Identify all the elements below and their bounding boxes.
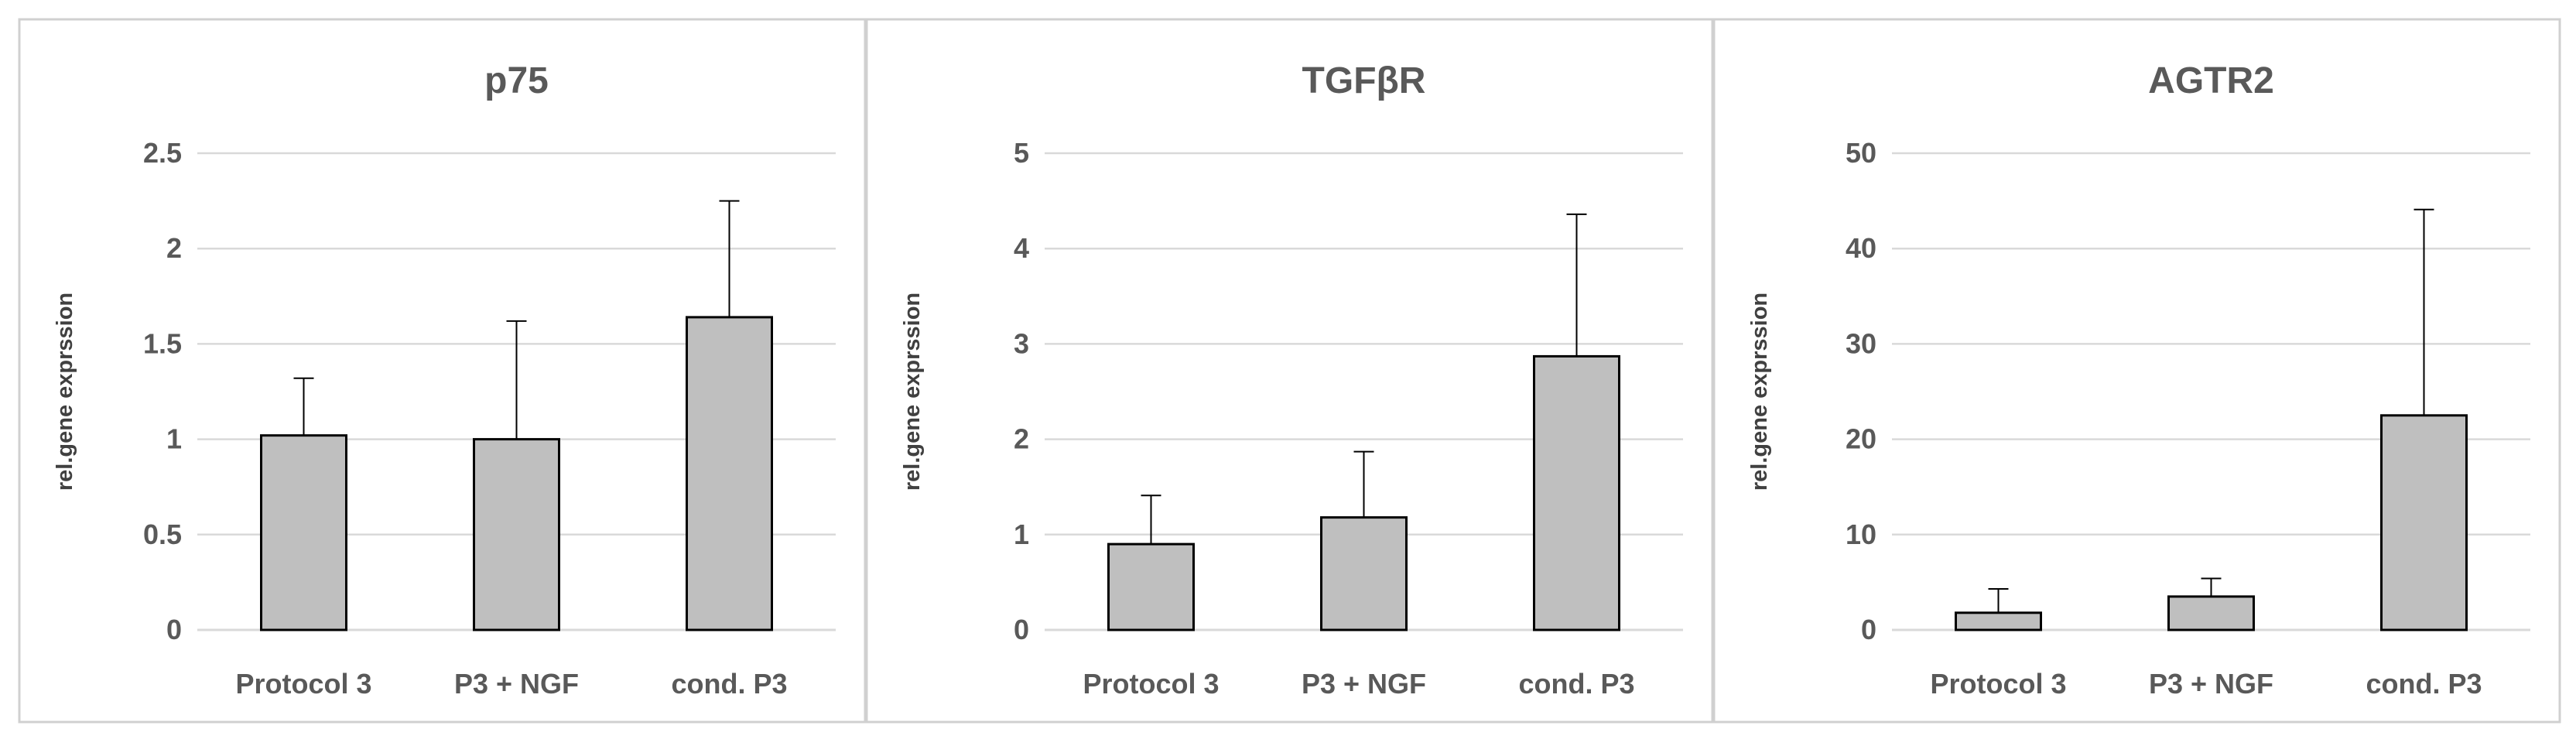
bar[interactable] xyxy=(2380,414,2468,631)
y-tick-label: 4 xyxy=(1014,232,1029,264)
x-tick-label: Protocol 3 xyxy=(235,668,371,700)
chart-panel-2: TGFβR 0 1 2 3 4 5 rel.gene exprssion Protocol 3 P… xyxy=(865,18,1714,724)
y-tick-label: 2 xyxy=(1014,423,1029,455)
bar[interactable] xyxy=(1320,516,1408,631)
x-tick-label: cond. P3 xyxy=(671,668,787,700)
y-tick-label: 50 xyxy=(1846,137,1876,169)
bar[interactable] xyxy=(1107,542,1195,631)
y-tick-label: 0 xyxy=(166,614,182,645)
chart-title: AGTR2 xyxy=(2148,60,2274,101)
y-tick-label: 1 xyxy=(1014,518,1029,550)
x-tick-label: P3 + NGF xyxy=(2149,668,2273,700)
bar[interactable] xyxy=(686,316,773,631)
x-tick-label: Protocol 3 xyxy=(1083,668,1219,700)
y-axis-title: rel.gene exprssion xyxy=(1747,293,1772,491)
y-tick-label: 40 xyxy=(1846,232,1876,264)
chart-panel-3: AGTR2 0 10 20 30 40 50 rel.gene exprssion Protoc… xyxy=(1712,18,2561,724)
y-tick-label: 0 xyxy=(1014,614,1029,645)
y-tick-label: 2 xyxy=(166,232,182,264)
bar[interactable] xyxy=(1533,354,1620,631)
x-tick-label: cond. P3 xyxy=(1518,668,1634,700)
y-tick-label: 20 xyxy=(1846,423,1876,455)
y-tick-label: 10 xyxy=(1846,518,1876,550)
chart-title: p75 xyxy=(484,60,549,101)
bar[interactable] xyxy=(473,438,560,631)
y-axis-title: rel.gene exprssion xyxy=(900,293,925,491)
y-axis-title: rel.gene exprssion xyxy=(53,293,77,491)
y-tick-label: 0 xyxy=(1861,614,1876,645)
bar[interactable] xyxy=(1955,611,2042,631)
y-tick-label: 3 xyxy=(1014,327,1029,359)
chart-panel-1: p75 0 0.5 1 1.5 2 2.5 rel.gene exprssion Protoco… xyxy=(18,18,867,724)
x-tick-label: Protocol 3 xyxy=(1930,668,2066,700)
x-tick-label: P3 + NGF xyxy=(1302,668,1426,700)
y-tick-label: 0.5 xyxy=(143,518,182,550)
x-tick-label: cond. P3 xyxy=(2366,668,2482,700)
y-tick-label: 5 xyxy=(1014,137,1029,169)
y-tick-label: 1 xyxy=(166,423,182,455)
x-tick-label: P3 + NGF xyxy=(454,668,579,700)
chart-title: TGFβR xyxy=(1302,60,1426,101)
bar[interactable] xyxy=(260,434,347,631)
y-tick-label: 1.5 xyxy=(143,327,182,359)
y-tick-label: 2.5 xyxy=(143,137,182,169)
y-tick-label: 30 xyxy=(1846,327,1876,359)
bar[interactable] xyxy=(2167,595,2255,631)
